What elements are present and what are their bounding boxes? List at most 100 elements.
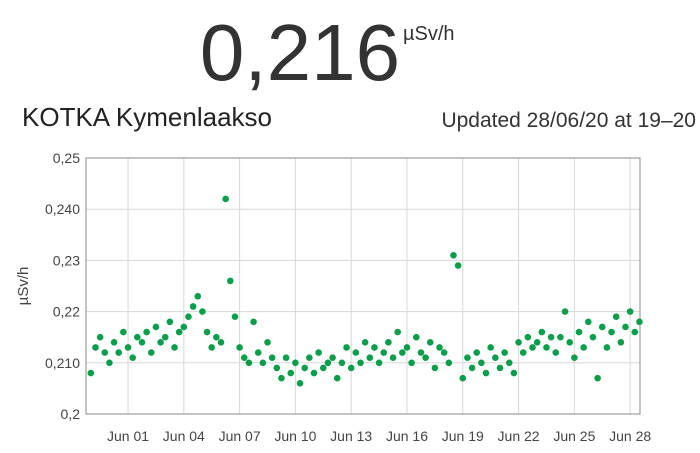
data-point: [87, 369, 95, 377]
data-point: [626, 308, 634, 315]
data-point: [450, 251, 457, 259]
data-point: [515, 339, 522, 346]
data-point: [385, 339, 392, 346]
data-point: [431, 364, 439, 372]
data-point: [287, 369, 295, 377]
data-point: [357, 359, 364, 367]
data-point: [124, 344, 132, 351]
data-point: [208, 344, 216, 351]
data-point: [273, 364, 281, 372]
data-point: [487, 344, 494, 351]
x-tick-label: Jun 22: [498, 428, 540, 444]
data-point: [333, 374, 341, 382]
data-point: [557, 333, 564, 341]
data-point: [533, 339, 541, 346]
data-point: [166, 318, 174, 326]
data-point: [185, 313, 192, 321]
data-point: [547, 333, 555, 341]
data-point: [203, 328, 211, 336]
data-point: [529, 344, 536, 351]
data-point: [278, 374, 285, 382]
data-point: [175, 328, 183, 336]
data-point: [543, 344, 550, 351]
data-point: [366, 354, 374, 361]
data-point: [343, 344, 350, 351]
data-point: [473, 349, 481, 356]
data-point: [315, 349, 322, 356]
data-point: [189, 303, 197, 310]
data-point: [231, 313, 239, 321]
data-point: [301, 364, 308, 372]
reading-value: 0,216: [200, 8, 400, 97]
reading-unit: µSv/h: [403, 23, 455, 45]
data-point: [227, 277, 234, 285]
data-point: [199, 308, 206, 315]
x-tick-label: Jun 25: [553, 428, 595, 444]
data-point: [250, 318, 257, 326]
data-point: [631, 328, 639, 336]
data-point: [120, 328, 127, 336]
data-point: [426, 339, 434, 346]
data-point: [361, 339, 369, 346]
data-point: [375, 359, 383, 367]
data-point: [510, 369, 518, 377]
x-tick-label: Jun 28: [609, 428, 651, 444]
data-point: [157, 339, 164, 346]
x-tick-label: Jun 16: [386, 428, 428, 444]
data-point: [134, 333, 141, 341]
data-point: [264, 339, 271, 346]
data-point: [608, 328, 615, 336]
data-point: [352, 349, 360, 356]
x-tick-label: Jun 10: [274, 428, 316, 444]
data-point: [143, 328, 150, 336]
data-point: [161, 333, 169, 341]
data-point: [129, 354, 136, 361]
y-tick-label: 0,23: [53, 252, 80, 268]
data-point: [180, 323, 188, 331]
data-point: [324, 359, 332, 367]
data-point: [152, 323, 160, 331]
data-point: [454, 262, 462, 269]
data-point: [403, 344, 411, 351]
data-point: [468, 364, 476, 372]
data-point: [571, 354, 578, 361]
data-point: [380, 349, 388, 356]
data-point: [436, 344, 443, 351]
data-point: [282, 354, 290, 361]
data-point: [96, 333, 104, 341]
data-point: [259, 359, 267, 367]
data-point: [371, 344, 378, 351]
data-point: [394, 328, 401, 336]
data-point: [389, 354, 397, 361]
x-tick-label: Jun 19: [442, 428, 484, 444]
data-point: [329, 354, 336, 361]
data-point: [459, 374, 467, 382]
data-point: [585, 318, 592, 326]
data-point: [171, 344, 178, 351]
data-point: [617, 339, 625, 346]
y-tick-label: 0,240: [45, 201, 80, 217]
data-point: [213, 333, 220, 341]
data-point: [501, 349, 508, 356]
data-point: [296, 379, 304, 387]
data-point: [319, 364, 327, 372]
data-point: [440, 349, 448, 356]
data-point: [240, 354, 248, 361]
station-name: KOTKA Kymenlaakso: [22, 102, 272, 132]
data-point: [399, 349, 406, 356]
data-point: [408, 359, 415, 367]
data-point: [598, 323, 606, 331]
y-tick-label: 0,25: [53, 150, 80, 166]
data-point: [106, 359, 113, 367]
data-point: [594, 374, 601, 382]
data-point: [217, 339, 225, 346]
data-point: [147, 349, 155, 356]
data-point: [464, 354, 471, 361]
data-point: [603, 344, 611, 351]
data-point: [580, 344, 587, 351]
data-point: [245, 359, 253, 367]
data-point: [422, 354, 429, 361]
data-point: [552, 349, 560, 356]
data-point: [496, 364, 504, 372]
data-point: [445, 359, 453, 367]
